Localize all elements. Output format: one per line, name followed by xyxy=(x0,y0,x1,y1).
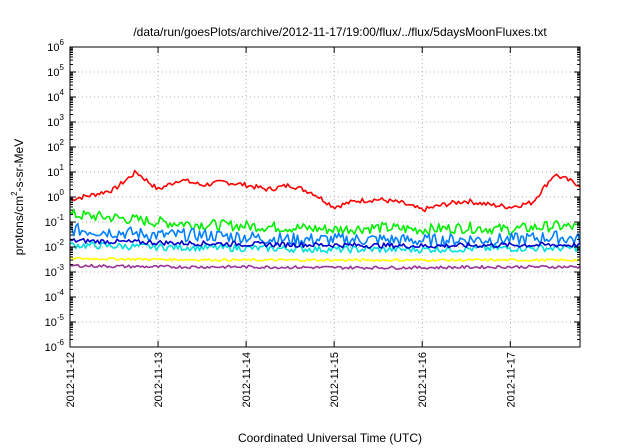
series-line-light-blue xyxy=(69,222,581,248)
y-tick-label: 104 xyxy=(47,88,64,104)
y-tick-base: 10 xyxy=(45,317,57,329)
x-tick-label: 2012-11-13 xyxy=(153,352,165,407)
y-tick-exponent: 4 xyxy=(60,88,65,97)
x-tick-label: 2012-11-14 xyxy=(241,352,253,407)
y-tick-exponent: 5 xyxy=(60,63,65,72)
y-axis-label-sup: 2 xyxy=(10,191,19,196)
y-tick-label: 106 xyxy=(47,38,64,54)
y-tick-base: 10 xyxy=(47,117,59,129)
y-tick-label: 102 xyxy=(47,138,64,154)
series-line-red xyxy=(69,169,581,213)
y-tick-label: 10-6 xyxy=(45,338,65,354)
y-tick-exponent: 3 xyxy=(60,113,65,122)
y-tick-base: 10 xyxy=(47,92,59,104)
y-tick-exponent: -1 xyxy=(57,213,65,222)
y-tick-label: 103 xyxy=(47,113,64,129)
y-tick-exponent: -4 xyxy=(57,288,65,297)
y-tick-exponent: 1 xyxy=(60,163,65,172)
y-tick-label: 100 xyxy=(47,188,64,204)
y-tick-label: 10-2 xyxy=(45,238,65,254)
x-tick-label: 2012-11-16 xyxy=(417,352,429,407)
y-axis-label-base: protons/cm xyxy=(12,196,26,255)
y-axis-label: protons/cm2-s-sr-MeV xyxy=(10,139,26,255)
y-tick-base: 10 xyxy=(45,267,57,279)
y-tick-base: 10 xyxy=(47,142,59,154)
y-tick-base: 10 xyxy=(47,42,59,54)
y-tick-base: 10 xyxy=(47,67,59,79)
y-tick-exponent: -3 xyxy=(57,263,65,272)
y-tick-label: 10-3 xyxy=(45,263,65,279)
series-line-dark-blue xyxy=(69,238,581,249)
y-tick-base: 10 xyxy=(45,242,57,254)
y-tick-label: 10-4 xyxy=(45,288,65,304)
series-line-yellow xyxy=(69,256,581,263)
y-tick-exponent: 0 xyxy=(60,188,65,197)
y-tick-exponent: -5 xyxy=(57,313,65,322)
x-tick-label: 2012-11-15 xyxy=(329,352,341,407)
y-tick-exponent: 6 xyxy=(60,38,65,47)
x-tick-label: 2012-11-12 xyxy=(65,352,77,407)
y-tick-base: 10 xyxy=(45,217,57,229)
y-tick-exponent: -2 xyxy=(57,238,65,247)
y-tick-exponent: 2 xyxy=(60,138,65,147)
y-axis-label-rest: -s-sr-MeV xyxy=(12,139,26,192)
series-line-purple xyxy=(69,263,581,270)
y-tick-base: 10 xyxy=(45,292,57,304)
y-tick-label: 105 xyxy=(47,63,64,79)
y-tick-base: 10 xyxy=(47,167,59,179)
series-line-green xyxy=(69,208,581,236)
x-tick-label: 2012-11-17 xyxy=(505,352,517,407)
chart-title: /data/run/goesPlots/archive/2012-11-17/1… xyxy=(133,25,547,39)
y-tick-label: 10-1 xyxy=(45,213,65,229)
y-tick-exponent: -6 xyxy=(57,338,65,347)
y-tick-label: 101 xyxy=(47,163,64,179)
y-tick-base: 10 xyxy=(47,192,59,204)
y-tick-base: 10 xyxy=(45,342,57,354)
y-tick-label: 10-5 xyxy=(45,313,65,329)
x-axis-label: Coordinated Universal Time (UTC) xyxy=(238,431,422,445)
